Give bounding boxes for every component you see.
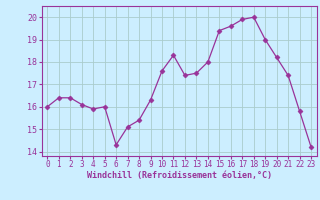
X-axis label: Windchill (Refroidissement éolien,°C): Windchill (Refroidissement éolien,°C) <box>87 171 272 180</box>
